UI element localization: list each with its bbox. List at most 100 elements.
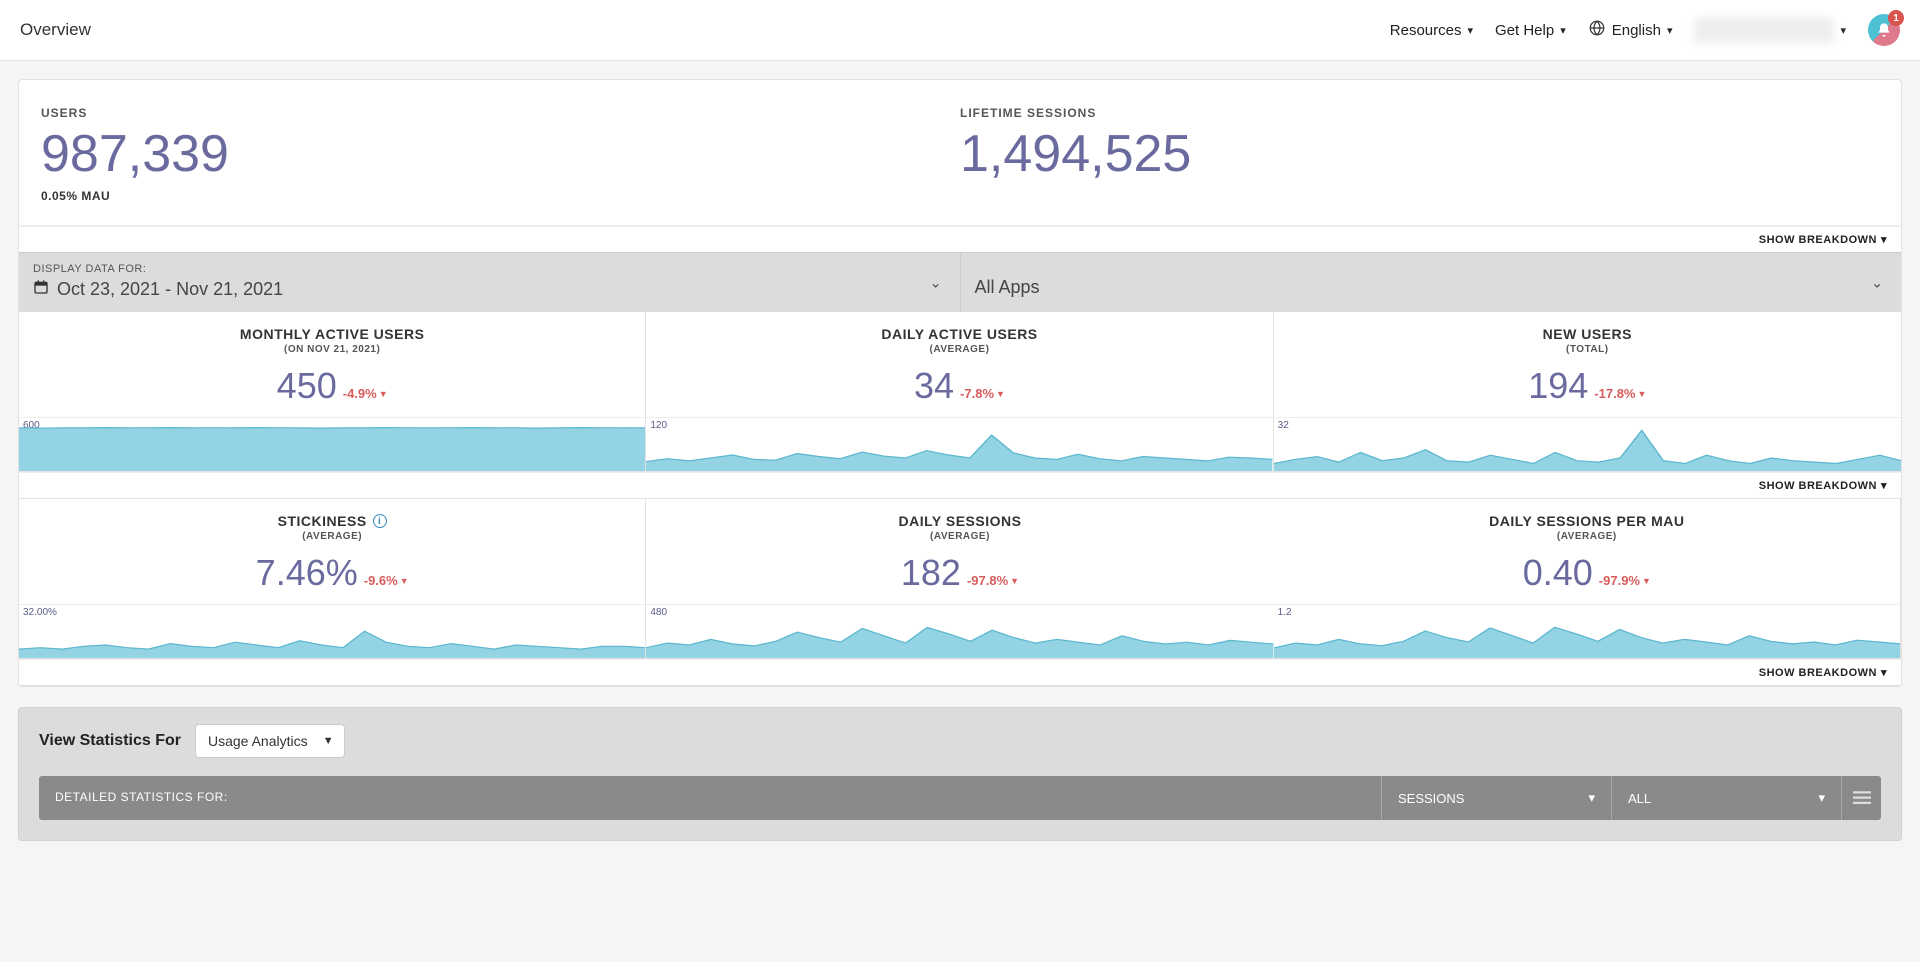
resources-menu[interactable]: Resources ▾ [1390, 22, 1473, 39]
chart-options-button[interactable] [1841, 776, 1881, 820]
metric-head: DAILY SESSIONS (AVERAGE) [646, 499, 1273, 546]
metric-cell: MONTHLY ACTIVE USERS(ON NOV 21, 2021)450… [19, 312, 646, 472]
caret-down-icon: ▼ [400, 576, 409, 586]
sessions-summary: LIFETIME SESSIONS 1,494,525 [960, 106, 1879, 203]
user-menu[interactable]: ▾ [1694, 17, 1846, 43]
scope-select-value: ALL [1628, 791, 1651, 806]
metric-head: DAILY ACTIVE USERS (AVERAGE) [646, 312, 1272, 359]
summary-panel: USERS 987,339 0.05% MAU LIFETIME SESSION… [18, 79, 1902, 687]
breakdown-label: SHOW BREAKDOWN [1759, 234, 1877, 246]
metric-delta: -17.8% ▼ [1594, 386, 1646, 401]
metric-cell: STICKINESSi(AVERAGE)7.46%-9.6% ▼32.00% [19, 499, 646, 659]
metric-select-value: SESSIONS [1398, 791, 1464, 806]
notification-badge: 1 [1888, 10, 1904, 26]
sessions-label: LIFETIME SESSIONS [960, 106, 1879, 120]
sessions-value: 1,494,525 [960, 126, 1879, 183]
caret-down-icon: ▾ [1881, 233, 1887, 246]
info-icon[interactable]: i [373, 514, 387, 528]
metric-grid: MONTHLY ACTIVE USERS(ON NOV 21, 2021)450… [19, 312, 1901, 686]
stats-header: View Statistics For Usage Analytics ▼ [39, 724, 1881, 758]
stats-section: View Statistics For Usage Analytics ▼ DE… [18, 707, 1902, 841]
topbar-right: Resources ▾ Get Help ▾ English ▾ ▾ 1 [1390, 14, 1900, 46]
metric-value: 7.46% [256, 552, 358, 594]
metric-title: DAILY SESSIONS PER MAU [1282, 513, 1892, 529]
date-range-picker[interactable]: DISPLAY DATA FOR: Oct 23, 2021 - Nov 21,… [19, 253, 961, 312]
metric-value-row: 450 -4.9% ▼ [19, 359, 645, 417]
users-label: USERS [41, 106, 960, 120]
caret-down-icon: ▾ [1818, 790, 1825, 806]
caret-down-icon: ▾ [1881, 479, 1887, 492]
metric-value-row: 194 -17.8% ▼ [1274, 359, 1901, 417]
metric-cell: NEW USERS(TOTAL) 194 -17.8% ▼ 32 [1274, 312, 1901, 472]
caret-down-icon: ▼ [1642, 576, 1651, 586]
metric-subtitle: (ON NOV 21, 2021) [27, 344, 637, 355]
caret-down-icon: ▼ [1010, 576, 1019, 586]
breakdown-bar: SHOW BREAKDOWN▾ [19, 472, 1901, 499]
metric-value-row: 0.40 -97.9% ▼ [1274, 546, 1900, 604]
scope-select[interactable]: ALL ▾ [1611, 776, 1841, 820]
metric-value: 194 [1528, 365, 1588, 407]
stats-category-select[interactable]: Usage Analytics ▼ [195, 724, 345, 758]
sparkline: 32 [1274, 417, 1901, 471]
metric-head: NEW USERS(TOTAL) [1274, 312, 1901, 359]
detail-label: DETAILED STATISTICS FOR: [39, 776, 1381, 820]
view-stats-label: View Statistics For [39, 732, 181, 750]
metric-delta: -4.9% ▼ [343, 386, 388, 401]
metric-title: DAILY ACTIVE USERS [654, 326, 1264, 342]
sparkline: 600 [19, 417, 645, 471]
chevron-down-icon: ▾ [1560, 24, 1566, 37]
sparkline: 480 [646, 604, 1273, 658]
detail-bar: DETAILED STATISTICS FOR: SESSIONS ▾ ALL … [39, 776, 1881, 820]
notifications-button[interactable]: 1 [1868, 14, 1900, 46]
metric-value-row: 7.46%-9.6% ▼ [19, 546, 645, 604]
metric-head: MONTHLY ACTIVE USERS(ON NOV 21, 2021) [19, 312, 645, 359]
metric-title: STICKINESSi [27, 513, 637, 529]
show-breakdown-button[interactable]: SHOW BREAKDOWN▾ [1759, 479, 1887, 492]
metric-title: DAILY SESSIONS [654, 513, 1265, 529]
sparkline: 32.00% [19, 604, 645, 658]
metric-delta: -97.9% ▼ [1599, 573, 1651, 588]
sparkline: 120 [646, 417, 1272, 471]
sparkline: 1.2 [1274, 604, 1900, 658]
language-menu[interactable]: English ▾ [1588, 19, 1673, 41]
language-label: English [1612, 22, 1661, 39]
users-value: 987,339 [41, 126, 960, 183]
user-chunk [1694, 17, 1834, 43]
help-menu[interactable]: Get Help ▾ [1495, 22, 1566, 39]
metric-subtitle: (AVERAGE) [654, 344, 1264, 355]
show-breakdown-button[interactable]: SHOW BREAKDOWN ▾ [1759, 666, 1887, 679]
stats-category-value: Usage Analytics [208, 733, 308, 749]
caret-down-icon: ▾ [1881, 666, 1887, 679]
show-breakdown-button[interactable]: SHOW BREAKDOWN ▾ [1759, 233, 1887, 246]
caret-down-icon: ▼ [323, 735, 334, 747]
page-body: USERS 987,339 0.05% MAU LIFETIME SESSION… [0, 61, 1920, 859]
chevron-down-icon: ▾ [1840, 24, 1846, 37]
help-label: Get Help [1495, 22, 1554, 39]
resources-label: Resources [1390, 22, 1462, 39]
breakdown-bar: SHOW BREAKDOWN ▾ [19, 226, 1901, 252]
metric-delta: -97.8% ▼ [967, 573, 1019, 588]
globe-icon [1588, 19, 1606, 41]
metric-cell: DAILY SESSIONS PER MAU(AVERAGE)0.40-97.9… [1274, 499, 1901, 659]
metric-value: 0.40 [1523, 552, 1593, 594]
chevron-down-icon: ⌄ [1871, 274, 1883, 291]
metric-value: 182 [901, 552, 961, 594]
caret-down-icon: ▾ [1588, 790, 1595, 806]
metric-cell: DAILY SESSIONS (AVERAGE) 182 -97.8% ▼ 480 [646, 499, 1273, 659]
filter-caption: DISPLAY DATA FOR: [33, 263, 946, 275]
metric-subtitle: (TOTAL) [1282, 344, 1893, 355]
breakdown-label: SHOW BREAKDOWN [1759, 667, 1877, 679]
metric-value: 34 [914, 365, 954, 407]
chevron-down-icon: ⌄ [930, 274, 942, 291]
summary-row: USERS 987,339 0.05% MAU LIFETIME SESSION… [19, 80, 1901, 226]
breakdown-bar: SHOW BREAKDOWN ▾ [19, 659, 1901, 686]
metric-subtitle: (AVERAGE) [654, 531, 1265, 542]
metric-delta: -7.8% ▼ [960, 386, 1005, 401]
metric-value: 450 [277, 365, 337, 407]
metric-select[interactable]: SESSIONS ▾ [1381, 776, 1611, 820]
calendar-icon [33, 279, 49, 300]
chevron-down-icon: ▾ [1667, 24, 1673, 37]
apps-picker[interactable]: All Apps ⌄ [961, 253, 1902, 312]
date-range-text: Oct 23, 2021 - Nov 21, 2021 [57, 279, 283, 300]
metric-value-row: 34 -7.8% ▼ [646, 359, 1272, 417]
